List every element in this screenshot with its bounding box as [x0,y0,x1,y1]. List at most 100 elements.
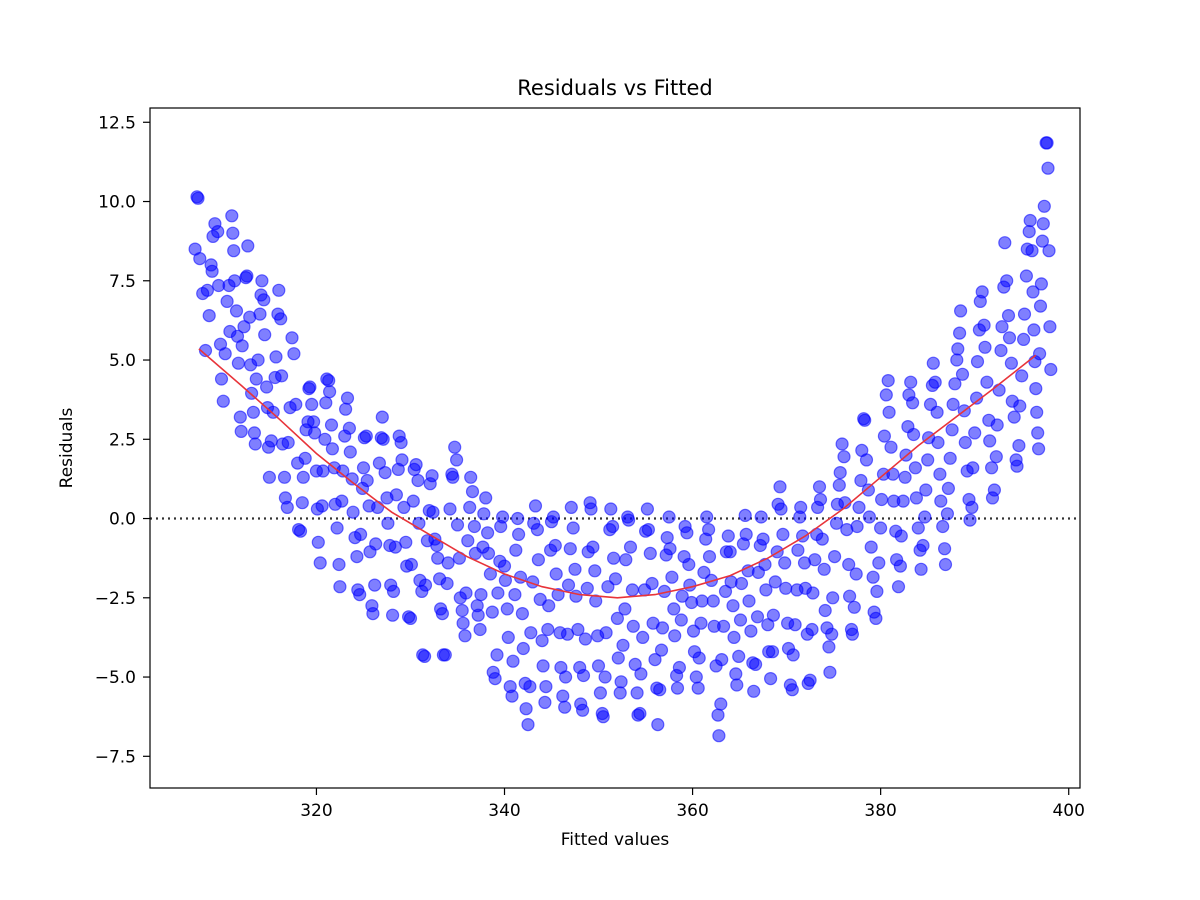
y-tick-label: 5.0 [109,351,136,371]
residual-point [759,583,773,597]
residual-point [1013,399,1027,413]
residual-point [668,629,682,643]
residual-point [479,491,493,505]
residual-point [849,567,863,581]
residual-point [481,526,495,540]
residual-point [376,432,390,446]
residual-point [651,717,665,732]
residual-point [948,377,962,391]
residual-point [580,581,594,595]
residual-point [882,405,896,419]
residual-point [318,432,332,446]
residual-point [711,708,725,722]
residual-point [246,405,260,419]
residual-point [404,557,418,572]
residual-point [305,397,319,411]
residual-point [231,356,245,370]
residual-point [739,527,753,542]
residual-point [734,576,749,591]
residual-point [539,679,553,694]
residual-point [742,594,756,608]
residual-point [198,343,213,358]
residual-point [621,513,636,527]
residual-point [765,645,780,659]
residual-point [369,537,383,551]
residual-point [914,562,928,576]
residual-point [756,532,770,546]
residual-point [216,394,230,408]
residual-point [702,549,717,564]
residual-point [343,445,357,459]
residual-point [700,510,714,524]
residual-point [604,502,618,516]
residual-point [665,570,679,584]
residual-point [593,686,608,700]
y-tick-label: 7.5 [109,272,136,292]
residual-point [599,626,613,640]
residual-point [984,461,999,475]
residual-point [293,524,308,538]
residual-point [274,312,288,326]
residual-point [930,405,944,419]
residual-point [968,426,982,440]
residual-point [531,553,546,567]
residual-point [311,535,325,549]
residual-point [774,502,788,516]
residual-point [307,415,321,429]
residual-point [205,264,219,278]
residual-point [340,391,355,405]
residual-point [977,318,991,332]
residual-point [360,473,374,488]
residual-point [409,458,423,472]
residual-point [643,546,657,561]
residual-point [353,587,367,602]
residual-point [950,353,964,367]
residual-point [858,413,872,427]
residual-point [1031,426,1045,440]
residual-point [446,470,460,484]
residual-point [748,657,763,672]
residual-point [729,667,743,681]
residual-point [315,499,329,513]
residual-point [241,239,255,253]
residual-point [952,326,967,340]
residual-point [823,665,837,679]
residual-point [260,380,274,394]
y-tick-label: 0.0 [109,510,136,530]
residual-point [280,500,294,514]
residual-point [852,500,866,514]
residual-point [721,529,735,543]
residual-point [272,283,286,297]
residual-point [706,594,720,608]
residual-point [558,670,573,684]
residual-point [368,578,382,592]
residual-point [908,461,923,475]
residual-point [808,553,822,567]
residual-point [506,654,520,668]
residual-point [904,375,918,389]
chart-title: Residuals vs Fitted [517,76,712,100]
residual-point [754,510,768,524]
residual-point [406,494,420,508]
residual-point [608,572,623,586]
residual-point [378,466,392,480]
residual-point [854,473,868,488]
residual-point [459,586,473,600]
x-tick-label: 400 [1052,801,1084,821]
residual-point [966,461,980,475]
residual-point [541,622,555,637]
residual-point [536,659,550,673]
residual-point [778,556,792,570]
residual-point [191,191,205,205]
residual-point [336,464,350,478]
residual-point [884,440,898,454]
x-tick-label: 340 [488,801,520,821]
residual-point [970,355,985,369]
residual-point [366,606,380,621]
residual-point [266,405,280,419]
residual-point [399,535,413,549]
residual-point [733,613,748,627]
residual-point [511,527,526,542]
residual-point [833,466,847,480]
y-tick-label: −7.5 [95,747,136,767]
